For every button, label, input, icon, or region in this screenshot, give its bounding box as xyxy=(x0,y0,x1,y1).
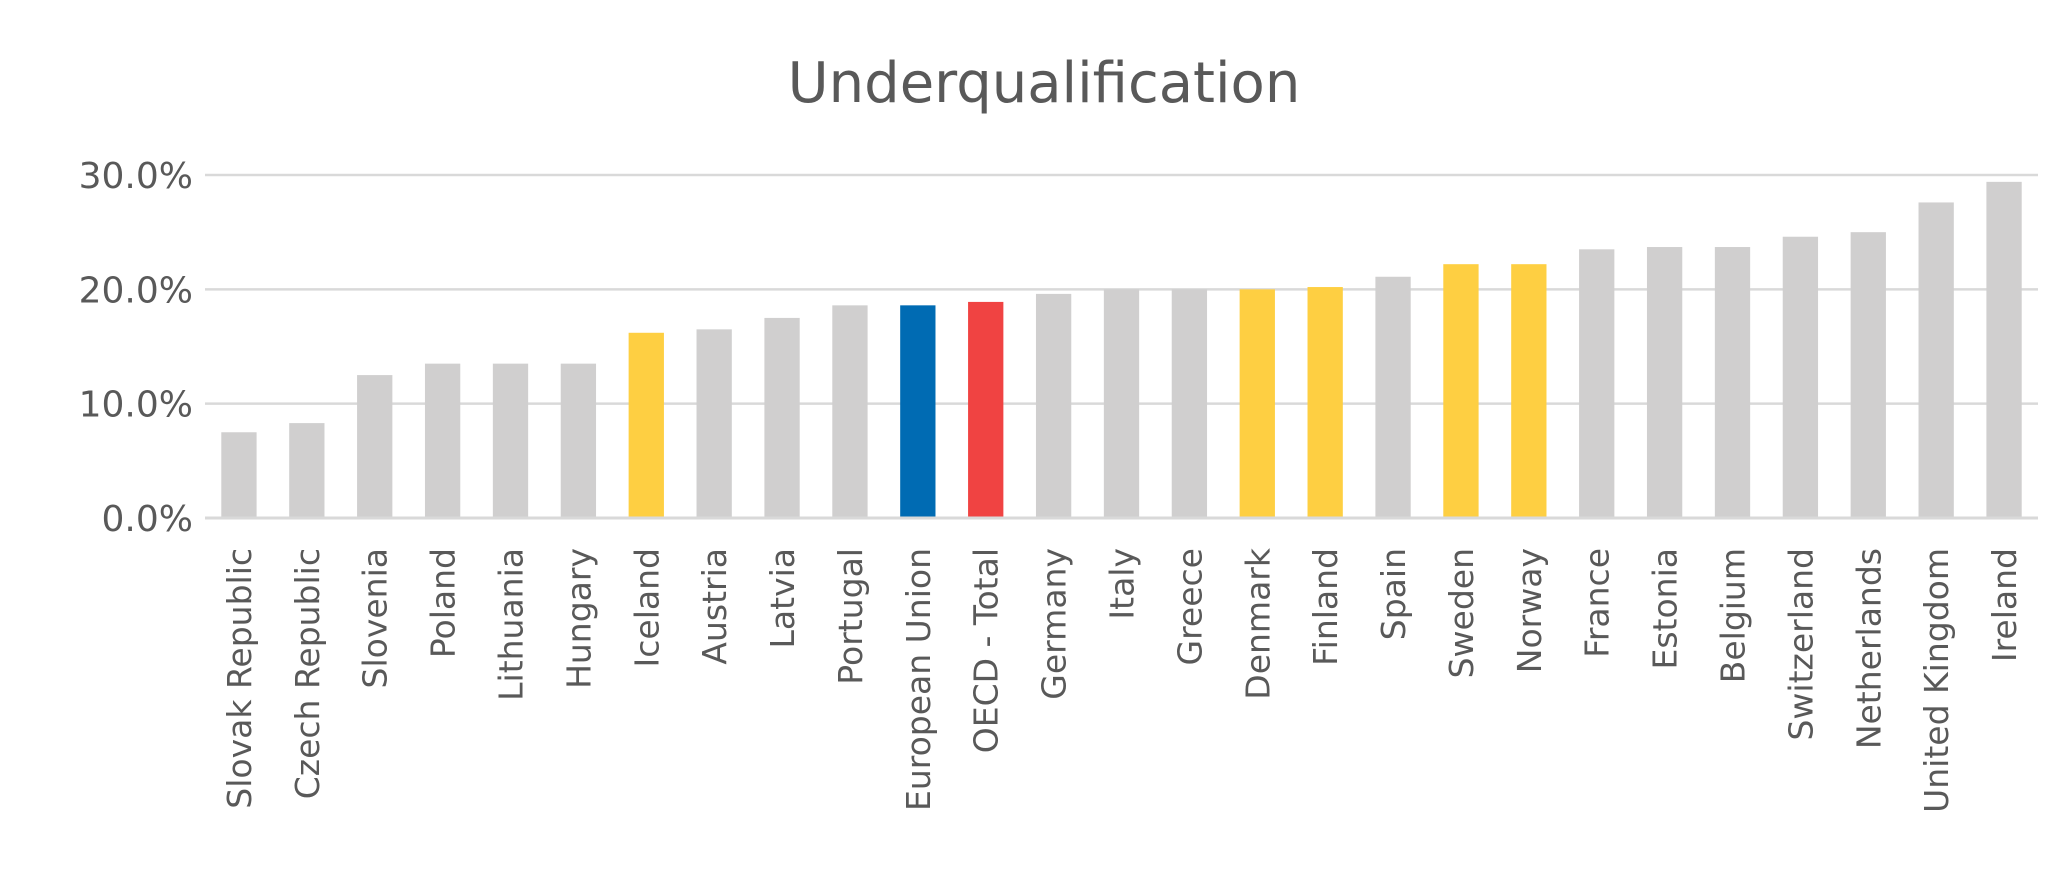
x-tick-label: Germany xyxy=(1035,548,1074,700)
y-tick-label: 20.0% xyxy=(79,270,193,311)
x-tick-label: Slovak Republic xyxy=(220,548,259,809)
x-tick-label: Norway xyxy=(1510,548,1549,673)
bar xyxy=(832,305,868,518)
x-tick-label: OECD - Total xyxy=(967,548,1006,753)
x-tick-label: Italy xyxy=(1103,548,1142,620)
bar xyxy=(357,375,393,518)
x-tick-label: Czech Republic xyxy=(288,548,327,799)
bar xyxy=(1443,264,1479,518)
bar xyxy=(1307,287,1343,518)
bar xyxy=(289,423,325,518)
x-tick-label: Portugal xyxy=(831,548,870,685)
x-axis-ticks: Slovak Republic Czech Republic Slovenia Pol… xyxy=(220,547,2024,813)
x-tick-label: Latvia xyxy=(763,548,802,648)
bars xyxy=(221,181,2022,519)
bar xyxy=(424,363,461,518)
x-tick-label: Switzerland xyxy=(1781,548,1820,741)
x-tick-label: Slovenia xyxy=(356,548,395,688)
y-tick-label: 10.0% xyxy=(79,385,193,426)
x-tick-label: Lithuania xyxy=(492,548,531,701)
bar xyxy=(492,363,529,518)
bar xyxy=(1103,289,1140,518)
bar xyxy=(1511,264,1547,518)
bar xyxy=(1850,232,1886,518)
y-tick-label: 30.0% xyxy=(79,156,193,197)
bar xyxy=(1239,289,1275,518)
x-tick-label: Austria xyxy=(695,548,734,665)
bar xyxy=(1782,236,1819,519)
x-tick-label: Ireland xyxy=(1985,548,2024,662)
bar xyxy=(696,329,732,518)
bar xyxy=(560,363,597,518)
bar xyxy=(1986,181,2022,519)
x-tick-label: Poland xyxy=(424,548,463,658)
x-tick-label: France xyxy=(1578,548,1617,658)
x-tick-label: Estonia xyxy=(1646,548,1685,669)
x-tick-label: United Kingdom xyxy=(1917,548,1956,813)
x-tick-label: Iceland xyxy=(627,548,666,667)
bar xyxy=(764,317,800,518)
bar xyxy=(1171,289,1208,518)
y-tick-label: 0.0% xyxy=(102,499,193,540)
x-tick-label: Finland xyxy=(1306,548,1345,666)
x-tick-label: Hungary xyxy=(559,548,598,689)
bar xyxy=(1579,249,1615,519)
bar xyxy=(1035,293,1072,518)
bar xyxy=(1375,276,1411,518)
bar xyxy=(1714,247,1751,518)
x-tick-label: Spain xyxy=(1374,548,1413,640)
bar xyxy=(900,305,936,518)
bar xyxy=(968,301,1004,518)
x-tick-label: Belgium xyxy=(1714,548,1753,683)
bar xyxy=(1918,202,1954,518)
x-tick-label: European Union xyxy=(899,548,938,811)
chart-title: Underqualification xyxy=(788,51,1301,116)
bar xyxy=(1646,247,1683,518)
x-tick-label: Denmark xyxy=(1238,547,1277,700)
bar xyxy=(628,332,664,518)
x-tick-label: Sweden xyxy=(1442,548,1481,678)
x-tick-label: Greece xyxy=(1170,548,1209,665)
bar xyxy=(221,432,257,518)
y-axis-ticks: 0.0% 10.0% 20.0% 30.0% xyxy=(79,156,193,540)
x-tick-label: Netherlands xyxy=(1849,548,1888,749)
